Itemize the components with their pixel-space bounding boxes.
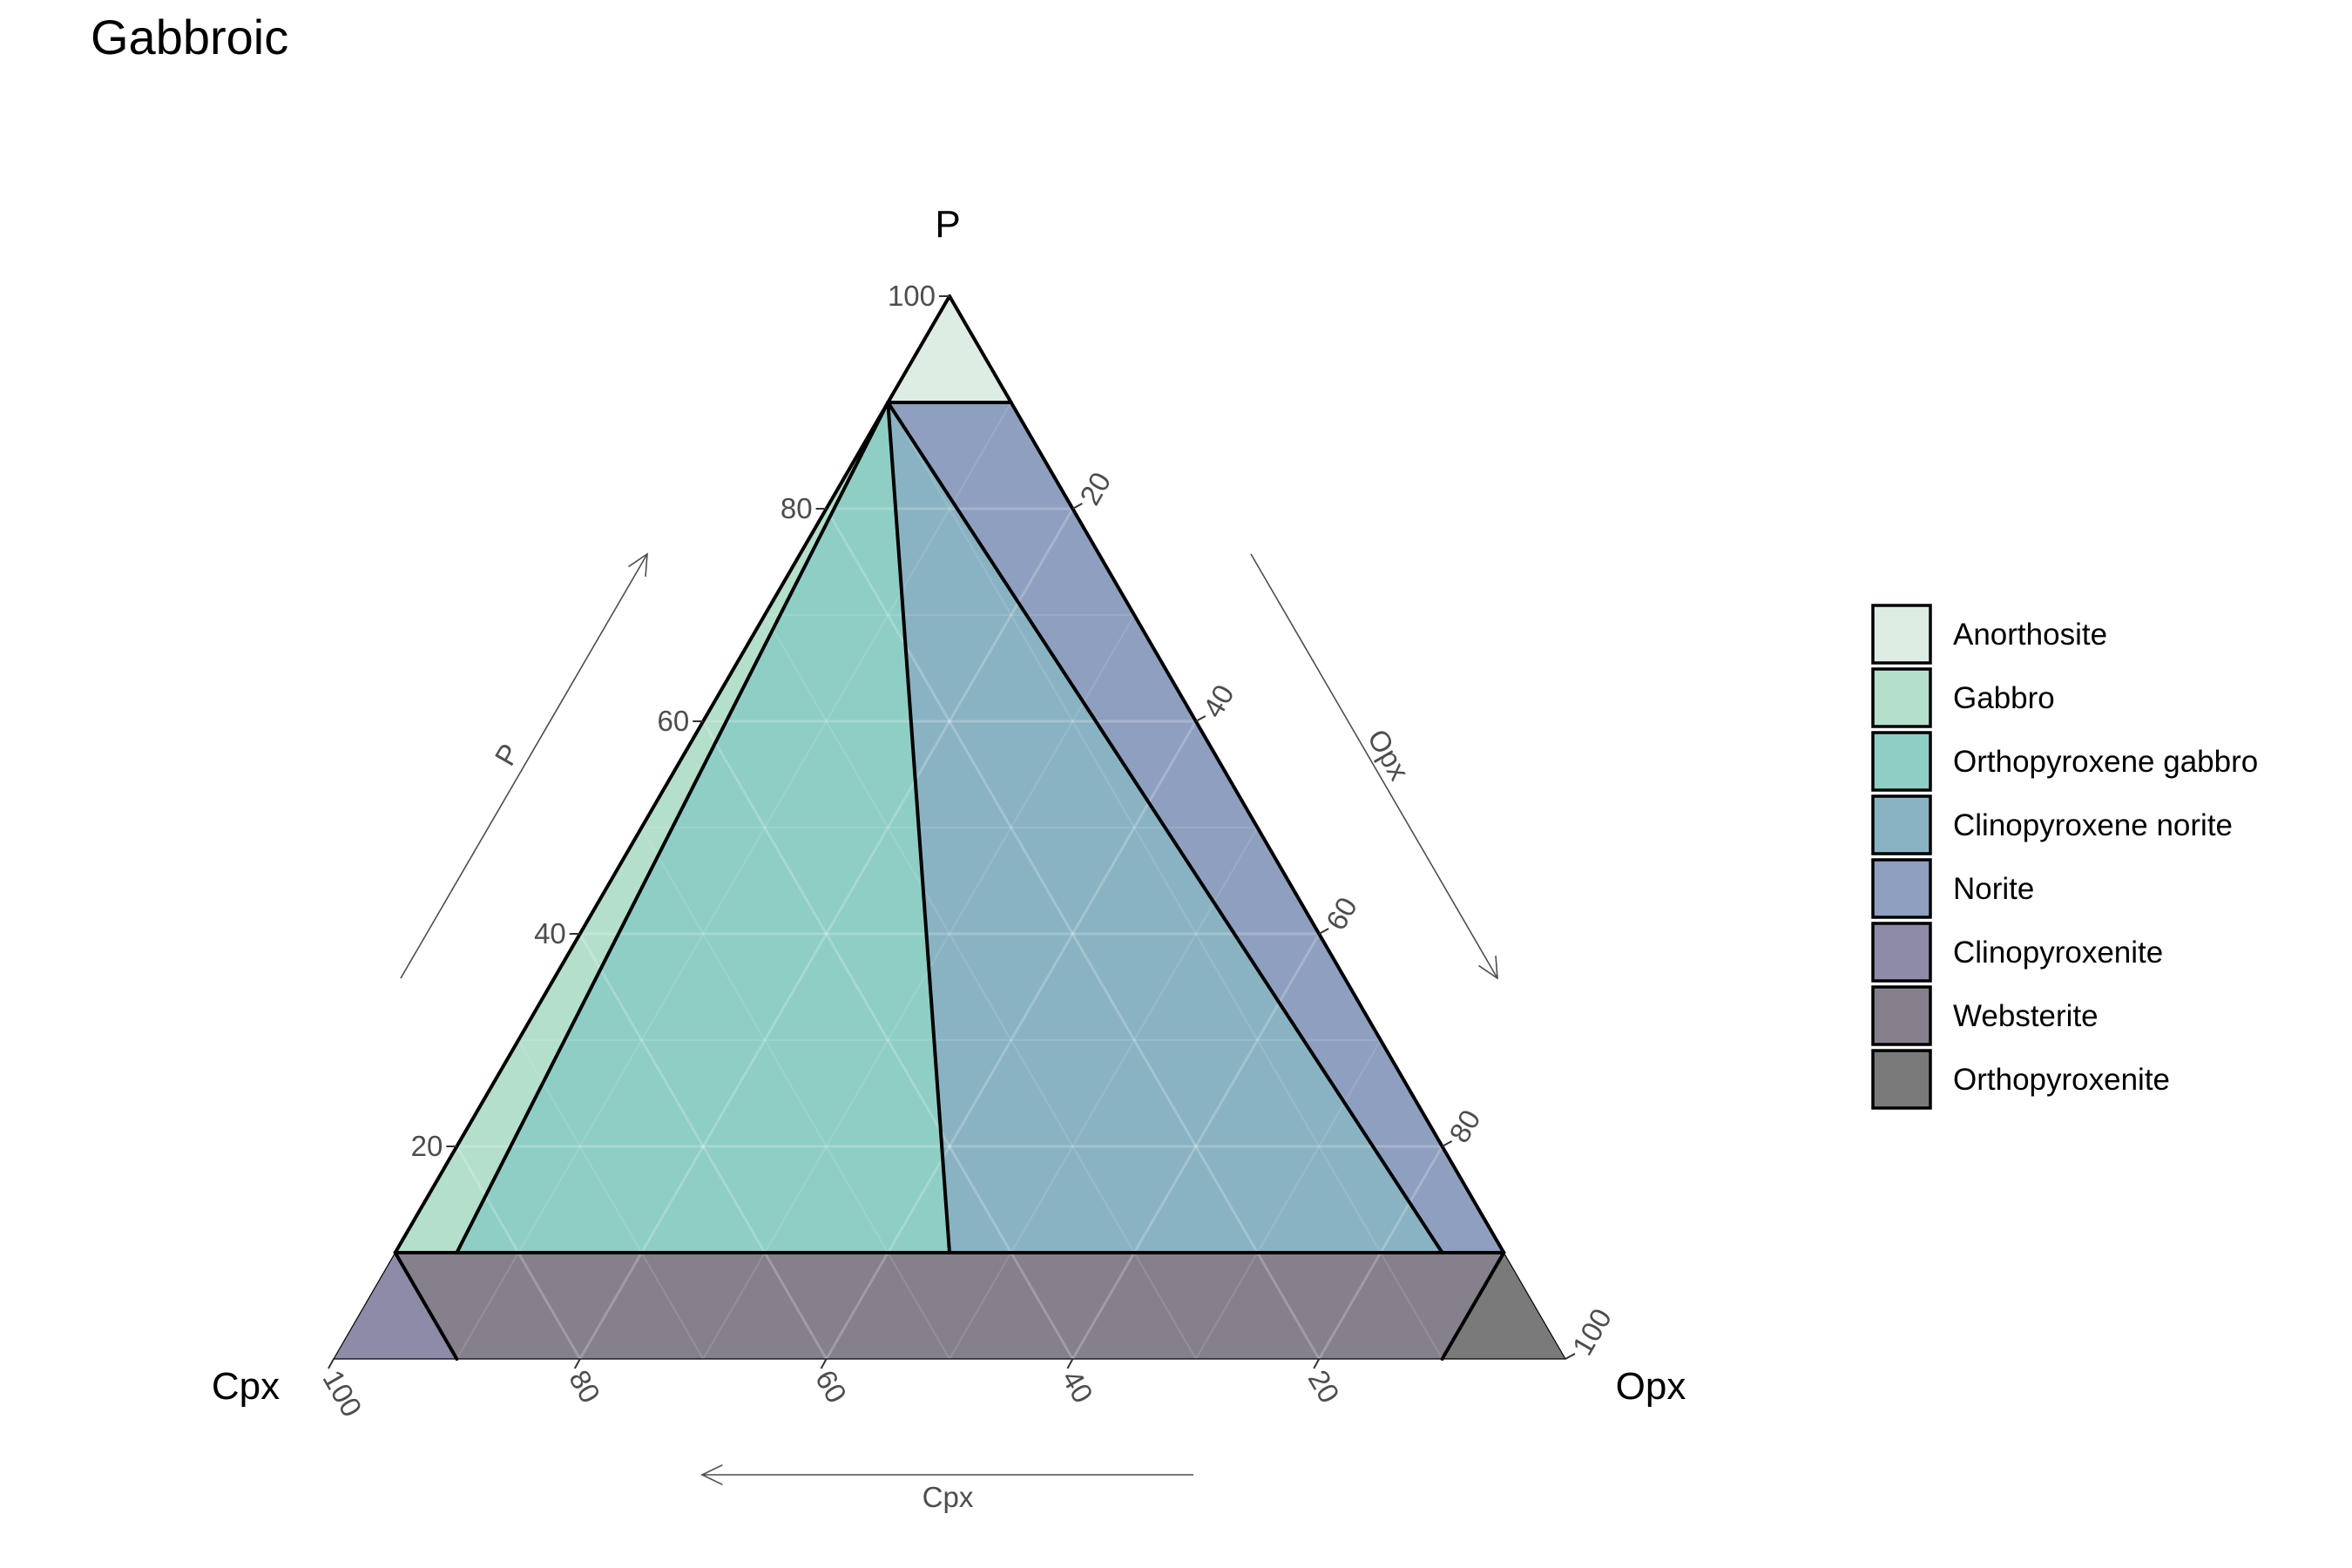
tick-opx-100 bbox=[1565, 1353, 1576, 1360]
legend-swatch-gabbro bbox=[1871, 667, 1932, 728]
gridline-opx-50 bbox=[949, 827, 1259, 1360]
tick-opx-80 bbox=[1442, 1140, 1453, 1147]
vertex-label-p: P bbox=[935, 203, 960, 246]
boundary-line-11 bbox=[1440, 1251, 1506, 1361]
tick-label-cpx-20: 20 bbox=[1302, 1364, 1346, 1408]
tick-cpx-40 bbox=[1066, 1358, 1074, 1369]
legend-label-norite: Norite bbox=[1953, 872, 2034, 906]
arrow-opx-head bbox=[1478, 956, 1498, 980]
chart-title: Gabbroic bbox=[91, 10, 288, 64]
tick-cpx-100 bbox=[328, 1358, 335, 1369]
tick-label-cpx-100: 100 bbox=[316, 1364, 368, 1422]
field-orthopyroxenite bbox=[1442, 1253, 1565, 1359]
gridline-cpx-70 bbox=[517, 1039, 705, 1360]
tick-label-opx-100: 100 bbox=[1566, 1303, 1619, 1361]
legend-label-anorthosite: Anorthosite bbox=[1953, 618, 2107, 652]
gridline-opx-60 bbox=[1071, 933, 1321, 1360]
legend: Anorthosite Gabbro Orthopyroxene gabbro Cli… bbox=[1871, 604, 2258, 1110]
tick-label-opx-60: 60 bbox=[1320, 892, 1363, 936]
arrow-opx-line bbox=[1250, 553, 1498, 979]
legend-label-clinopyroxene-norite: Clinopyroxene norite bbox=[1953, 808, 2233, 842]
tick-label-p-100: 100 bbox=[888, 280, 936, 312]
arrow-p-line bbox=[400, 553, 648, 979]
field-orthopyroxene-gabbro bbox=[456, 402, 950, 1253]
legend-label-orthopyroxene-gabbro: Orthopyroxene gabbro bbox=[1953, 745, 2258, 779]
tick-cpx-80 bbox=[573, 1358, 581, 1369]
legend-label-clinopyroxenite: Clinopyroxenite bbox=[1953, 936, 2163, 970]
tick-label-cpx-80: 80 bbox=[563, 1364, 606, 1408]
gridline-opx-70 bbox=[1194, 1039, 1382, 1360]
tick-cpx-60 bbox=[820, 1358, 828, 1369]
legend-label-gabbro: Gabbro bbox=[1953, 681, 2055, 715]
gridline-cpx-60 bbox=[578, 933, 828, 1360]
tick-label-opx-20: 20 bbox=[1073, 467, 1117, 510]
tick-opx-40 bbox=[1195, 715, 1206, 722]
gridline-cpx-10 bbox=[887, 402, 1443, 1360]
axis-title-p: P bbox=[489, 738, 526, 771]
legend-swatch-orthopyroxene-gabbro bbox=[1871, 731, 1932, 792]
boundary-line-4 bbox=[455, 401, 890, 1254]
axis-title-opx: Opx bbox=[1362, 724, 1416, 786]
boundary-line-10 bbox=[393, 1251, 459, 1361]
gridline-opx-10 bbox=[456, 402, 1012, 1360]
field-websterite bbox=[395, 1253, 1504, 1359]
vertex-label-opx: Opx bbox=[1616, 1365, 1686, 1408]
legend-swatch-orthopyroxenite bbox=[1871, 1049, 1932, 1110]
boundary-line-5 bbox=[886, 401, 951, 1254]
tick-label-p-20: 20 bbox=[411, 1130, 443, 1162]
arrow-cpx-head bbox=[700, 1463, 723, 1486]
arrow-p-head bbox=[628, 552, 648, 577]
tick-label-cpx-60: 60 bbox=[809, 1364, 853, 1408]
legend-label-websterite: Websterite bbox=[1953, 999, 2099, 1033]
tick-label-p-80: 80 bbox=[781, 492, 813, 524]
legend-swatch-clinopyroxene-norite bbox=[1871, 794, 1932, 855]
gridline-opx-30 bbox=[702, 614, 1135, 1360]
legend-label-orthopyroxenite: Orthopyroxenite bbox=[1953, 1063, 2170, 1097]
field-clinopyroxenite bbox=[334, 1253, 457, 1359]
gridlines bbox=[394, 402, 1505, 1360]
tick-label-p-60: 60 bbox=[657, 705, 689, 737]
gridline-cpx-20 bbox=[825, 508, 1321, 1360]
gridline-opx-20 bbox=[578, 508, 1074, 1360]
triangle-outline bbox=[332, 294, 1567, 1360]
gridline-cpx-50 bbox=[640, 827, 950, 1360]
legend-swatch-clinopyroxenite bbox=[1871, 922, 1932, 983]
legend-swatch-anorthosite bbox=[1871, 604, 1932, 665]
vertex-label-cpx: Cpx bbox=[212, 1365, 280, 1408]
legend-swatch-norite bbox=[1871, 858, 1932, 919]
tick-label-opx-80: 80 bbox=[1443, 1105, 1486, 1148]
tick-label-cpx-40: 40 bbox=[1056, 1364, 1099, 1408]
tick-opx-60 bbox=[1318, 928, 1329, 935]
legend-swatch-websterite bbox=[1871, 985, 1932, 1046]
tick-opx-20 bbox=[1071, 503, 1083, 510]
field-anorthosite bbox=[888, 296, 1011, 402]
boundary-line-6 bbox=[886, 401, 1444, 1254]
axis-title-cpx: Cpx bbox=[923, 1481, 974, 1513]
gridline-cpx-30 bbox=[764, 614, 1197, 1360]
tick-label-opx-40: 40 bbox=[1196, 679, 1240, 723]
tick-cpx-20 bbox=[1313, 1358, 1321, 1369]
tick-label-p-40: 40 bbox=[534, 917, 566, 950]
field-norite bbox=[888, 402, 1504, 1253]
